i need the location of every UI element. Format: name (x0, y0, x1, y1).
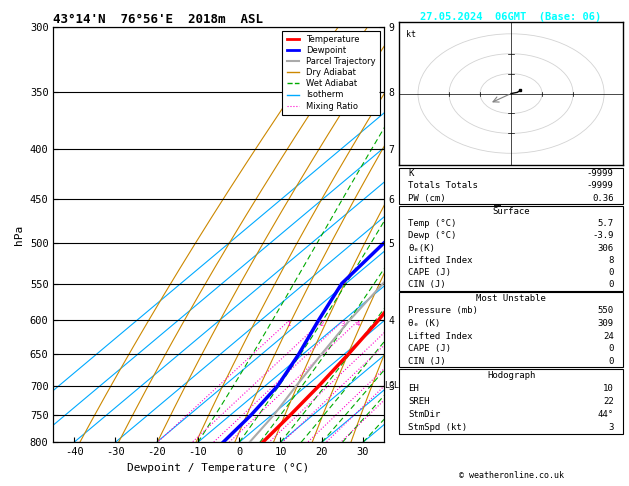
Text: Hodograph: Hodograph (487, 371, 535, 380)
Text: Totals Totals: Totals Totals (408, 181, 478, 191)
Y-axis label: km
ASL: km ASL (411, 235, 428, 256)
Text: 0: 0 (608, 280, 614, 289)
Text: 550: 550 (598, 306, 614, 315)
Text: © weatheronline.co.uk: © weatheronline.co.uk (459, 471, 564, 480)
Text: -3.9: -3.9 (593, 231, 614, 241)
Text: K: K (408, 169, 414, 178)
Text: LCL: LCL (384, 381, 399, 390)
Text: 43°14'N  76°56'E  2018m  ASL: 43°14'N 76°56'E 2018m ASL (53, 13, 264, 26)
Text: 44°: 44° (598, 410, 614, 419)
Text: 27.05.2024  06GMT  (Base: 06): 27.05.2024 06GMT (Base: 06) (420, 12, 602, 22)
Text: CIN (J): CIN (J) (408, 357, 446, 365)
Text: 0.36: 0.36 (593, 193, 614, 203)
Text: 4: 4 (356, 321, 360, 327)
Text: Pressure (mb): Pressure (mb) (408, 306, 478, 315)
Text: 5.7: 5.7 (598, 219, 614, 228)
Text: EH: EH (408, 384, 419, 393)
Text: 10: 10 (603, 384, 614, 393)
Text: 0: 0 (608, 357, 614, 365)
Text: Mixing Ratio (g/kg): Mixing Ratio (g/kg) (495, 191, 504, 278)
Legend: Temperature, Dewpoint, Parcel Trajectory, Dry Adiabat, Wet Adiabat, Isotherm, Mi: Temperature, Dewpoint, Parcel Trajectory… (282, 31, 379, 115)
Text: 3: 3 (340, 321, 345, 327)
Text: SREH: SREH (408, 397, 430, 406)
Text: 8: 8 (608, 256, 614, 265)
Text: StmSpd (kt): StmSpd (kt) (408, 423, 467, 433)
Text: θₑ (K): θₑ (K) (408, 319, 440, 328)
Text: 0: 0 (608, 268, 614, 277)
Text: θₑ(K): θₑ(K) (408, 243, 435, 253)
Text: CIN (J): CIN (J) (408, 280, 446, 289)
Text: Most Unstable: Most Unstable (476, 294, 546, 303)
X-axis label: Dewpoint / Temperature (°C): Dewpoint / Temperature (°C) (128, 463, 309, 473)
Text: Lifted Index: Lifted Index (408, 331, 473, 341)
Text: Surface: Surface (493, 207, 530, 216)
Text: 306: 306 (598, 243, 614, 253)
Text: 3: 3 (608, 423, 614, 433)
Text: CAPE (J): CAPE (J) (408, 344, 452, 353)
Text: Temp (°C): Temp (°C) (408, 219, 457, 228)
Text: 309: 309 (598, 319, 614, 328)
Text: kt: kt (406, 30, 416, 39)
Text: -9999: -9999 (587, 181, 614, 191)
Text: 22: 22 (603, 397, 614, 406)
Y-axis label: hPa: hPa (14, 225, 25, 244)
Text: -9999: -9999 (587, 169, 614, 178)
Text: 1: 1 (286, 321, 291, 327)
Text: 24: 24 (603, 331, 614, 341)
Text: StmDir: StmDir (408, 410, 440, 419)
Text: 0: 0 (608, 344, 614, 353)
Text: PW (cm): PW (cm) (408, 193, 446, 203)
Text: CAPE (J): CAPE (J) (408, 268, 452, 277)
Text: Dewp (°C): Dewp (°C) (408, 231, 457, 241)
Text: 2: 2 (320, 321, 324, 327)
Text: Lifted Index: Lifted Index (408, 256, 473, 265)
